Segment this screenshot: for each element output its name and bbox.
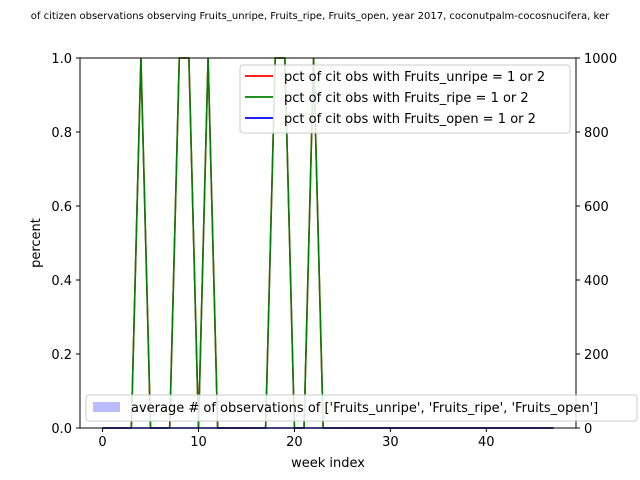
- y-axis-ticks: 0.0 0.2 0.4 0.6 0.8 1.0: [51, 52, 80, 437]
- legend-bars: average # of observations of ['Fruits_un…: [85, 394, 638, 422]
- y2-tick-label: 200: [584, 348, 609, 363]
- y-tick-label: 0.4: [51, 274, 72, 289]
- y-tick-label: 0.0: [51, 422, 72, 437]
- chart-title: of citizen observations observing Fruits…: [31, 11, 610, 22]
- y2-tick-label: 1000: [584, 52, 617, 67]
- plot-frame: [79, 57, 577, 429]
- x-tick-label: 20: [286, 435, 303, 450]
- legend-label-1: pct of cit obs with Fruits_ripe = 1 or 2: [284, 91, 529, 106]
- y2-axis-ticks: 0 200 400 600 800 1000: [576, 52, 617, 437]
- legend-lines: pct of cit obs with Fruits_unripe = 1 or…: [239, 64, 571, 134]
- y2-tick-label: 800: [584, 126, 609, 141]
- legend-bar-swatch: [93, 402, 120, 412]
- x-tick-label: 30: [382, 435, 399, 450]
- y-tick-label: 0.6: [51, 200, 72, 215]
- y-tick-label: 1.0: [51, 52, 72, 67]
- y2-tick-label: 0: [584, 422, 592, 437]
- legend-bars-box: [85, 394, 638, 422]
- legend-lines-box: [239, 64, 571, 134]
- y-axis-label: percent: [29, 218, 44, 268]
- legend-label-2: pct of cit obs with Fruits_open = 1 or 2: [284, 112, 536, 127]
- x-tick-label: 40: [478, 435, 495, 450]
- y2-tick-label: 600: [584, 200, 609, 215]
- y-tick-label: 0.8: [51, 126, 72, 141]
- x-axis-label: week index: [291, 456, 365, 471]
- x-tick-label: 10: [190, 435, 207, 450]
- legend-bar-label: average # of observations of ['Fruits_un…: [131, 401, 598, 416]
- y-tick-label: 0.2: [51, 348, 72, 363]
- legend-label-0: pct of cit obs with Fruits_unripe = 1 or…: [284, 70, 545, 85]
- x-axis-ticks: 0 10 20 30 40: [98, 428, 495, 450]
- y2-tick-label: 400: [584, 274, 609, 289]
- x-tick-label: 0: [98, 435, 106, 450]
